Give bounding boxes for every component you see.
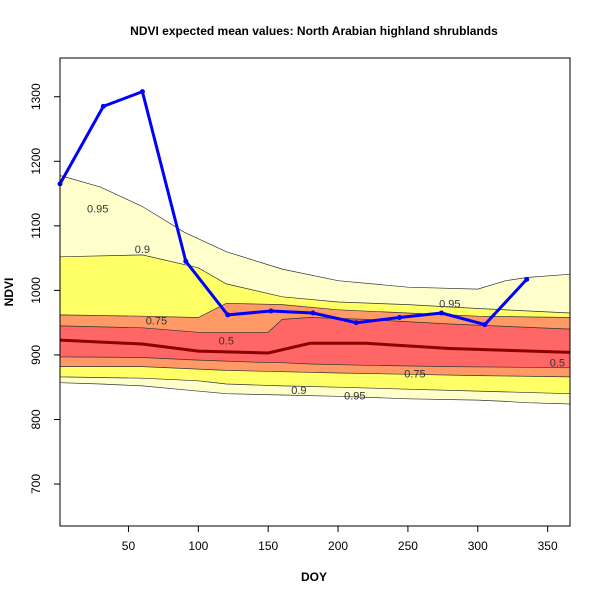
data-point-8 bbox=[397, 315, 402, 320]
y-tick-label-3: 1000 bbox=[29, 277, 43, 304]
contour-label-2: 0.75 bbox=[146, 316, 167, 328]
data-point-1 bbox=[100, 103, 106, 109]
x-tick-label-3: 200 bbox=[328, 539, 348, 553]
y-tick-label-5: 1200 bbox=[29, 148, 43, 175]
data-point-3 bbox=[183, 258, 189, 264]
contour-label-6: 0.5 bbox=[550, 358, 565, 370]
x-axis: 50 100 150 200 250 300 350 bbox=[122, 526, 558, 553]
contour-label-5: 0.75 bbox=[404, 369, 425, 381]
data-point-9 bbox=[439, 310, 444, 316]
y-axis-label: NDVI bbox=[2, 278, 16, 307]
chart-title: NDVI expected mean values: North Arabian… bbox=[130, 24, 498, 38]
y-tick-label-1: 800 bbox=[29, 409, 43, 429]
x-tick-label-5: 300 bbox=[468, 539, 488, 553]
y-axis: 700 800 900 1000 1100 1200 1300 bbox=[29, 83, 60, 494]
contour-label-1: 0.9 bbox=[135, 244, 150, 256]
median-line bbox=[59, 338, 571, 355]
series-layer bbox=[57, 89, 530, 328]
data-point-4 bbox=[225, 312, 231, 318]
contour-label-0: 0.95 bbox=[87, 203, 108, 215]
contour-labels: 0.95 0.9 0.75 0.5 0.95 0.75 0.5 0.9 0.95 bbox=[87, 203, 565, 402]
y-tick-label-0: 700 bbox=[29, 474, 43, 494]
data-point-10 bbox=[482, 322, 488, 328]
data-point-6 bbox=[310, 310, 316, 316]
contour-label-8: 0.95 bbox=[344, 391, 365, 403]
data-point-5 bbox=[268, 308, 274, 314]
median-line-layer bbox=[59, 338, 571, 355]
data-point-2 bbox=[139, 89, 145, 95]
y-tick-label-4: 1100 bbox=[29, 213, 43, 239]
y-tick-label-2: 900 bbox=[29, 345, 43, 365]
contour-label-3: 0.5 bbox=[219, 336, 234, 348]
x-axis-label: DOY bbox=[301, 570, 327, 584]
x-tick-label-6: 350 bbox=[538, 539, 558, 553]
data-point-7 bbox=[353, 320, 359, 326]
data-point-11 bbox=[524, 276, 530, 282]
contour-label-7: 0.9 bbox=[291, 385, 306, 397]
x-tick-label-2: 150 bbox=[258, 539, 278, 553]
series-line-0 bbox=[58, 90, 528, 327]
x-tick-label-4: 250 bbox=[398, 539, 418, 553]
y-tick-label-6: 1300 bbox=[29, 83, 43, 110]
x-tick-label-1: 100 bbox=[188, 539, 208, 553]
contour-label-4: 0.95 bbox=[439, 298, 460, 310]
plot-frame bbox=[59, 57, 571, 527]
x-tick-label-0: 50 bbox=[122, 539, 136, 553]
